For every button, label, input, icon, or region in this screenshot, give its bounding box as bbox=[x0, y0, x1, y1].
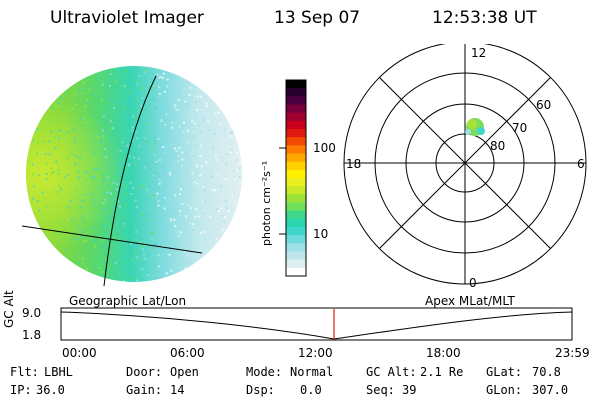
x-tick-1800: 18:00 bbox=[426, 346, 461, 360]
colorbar-cell bbox=[286, 104, 306, 114]
seq-value: 39 bbox=[402, 383, 417, 397]
dsp-value: 0.0 bbox=[300, 383, 322, 397]
colorbar-cell bbox=[286, 218, 306, 228]
x-tick-2359: 23:59 bbox=[555, 346, 590, 360]
colorbar-unit-label: photon cm⁻²s⁻¹ bbox=[262, 161, 273, 246]
date-label: 13 Sep 07 bbox=[274, 8, 361, 28]
glon-label: GLon: bbox=[486, 383, 523, 397]
x-tick-1200: 12:00 bbox=[298, 346, 333, 360]
colorbar-cell bbox=[286, 267, 306, 277]
colorbar-cell bbox=[286, 161, 306, 171]
x-tick-0600: 06:00 bbox=[170, 346, 205, 360]
earth-disk bbox=[26, 66, 242, 282]
seq-label: Seq: bbox=[366, 383, 395, 397]
color-bar: photon cm⁻²s⁻¹ bbox=[262, 79, 307, 277]
colorbar-cell bbox=[286, 194, 306, 203]
colorbar-cell bbox=[286, 178, 306, 187]
mode-value: Normal bbox=[290, 365, 334, 379]
colorbar-cell bbox=[286, 129, 306, 138]
time-label: 12:53:38 UT bbox=[432, 8, 537, 28]
door-label: Door: bbox=[126, 365, 163, 379]
gcalt-label: GC Alt: bbox=[366, 365, 417, 379]
x-tick-0000: 00:00 bbox=[62, 346, 97, 360]
gcalt-value: 2.1 Re bbox=[420, 365, 464, 379]
glat-value: 70.8 bbox=[532, 365, 561, 379]
dsp-label: Dsp: bbox=[246, 383, 275, 397]
colorbar-cell bbox=[286, 259, 306, 269]
earth-uv-image bbox=[21, 66, 242, 287]
colorbar-cell bbox=[286, 153, 306, 163]
lat-label-80: 80 bbox=[490, 139, 506, 153]
mlt-label-12: 12 bbox=[471, 46, 487, 60]
longitude-line bbox=[103, 75, 157, 287]
colorbar-cell bbox=[286, 88, 306, 97]
colorbar-cell bbox=[286, 96, 306, 105]
altitude-curve bbox=[60, 311, 573, 340]
gain-value: 14 bbox=[170, 383, 185, 397]
colorbar-tick-label-10: 10 bbox=[313, 227, 329, 241]
colorbar-cell bbox=[286, 137, 306, 146]
colorbar-cell bbox=[286, 145, 306, 154]
mode-label: Mode: bbox=[246, 365, 283, 379]
y-tick-9: 9.0 bbox=[22, 306, 42, 320]
colorbar-cell bbox=[286, 80, 306, 89]
ip-label: IP: bbox=[10, 383, 32, 397]
colorbar-cell bbox=[286, 202, 306, 212]
y-tick-1-8: 1.8 bbox=[22, 328, 42, 342]
altitude-timeline bbox=[60, 307, 573, 341]
geographic-title: Geographic Lat/Lon bbox=[69, 294, 187, 308]
colorbar-cell bbox=[286, 120, 306, 130]
auroral-spot bbox=[465, 118, 485, 136]
latitude-line bbox=[21, 225, 203, 254]
colorbar-cell bbox=[286, 227, 306, 236]
door-value: Open bbox=[170, 365, 199, 379]
colorbar-cell bbox=[286, 112, 306, 122]
colorbar-cell bbox=[286, 186, 306, 195]
flt-label: Flt: bbox=[10, 365, 39, 379]
polar-mlt-plot bbox=[343, 44, 587, 285]
colorbar-tick-label-100: 100 bbox=[313, 141, 336, 155]
glat-label: GLat: bbox=[486, 365, 523, 379]
gain-label: Gain: bbox=[126, 383, 163, 397]
colorbar-cell bbox=[286, 169, 306, 179]
glon-value: 307.0 bbox=[532, 383, 569, 397]
mlt-label-0: 0 bbox=[469, 276, 477, 290]
colorbar-cell bbox=[286, 251, 306, 261]
instrument-title: Ultraviolet Imager bbox=[50, 8, 204, 28]
mlt-label-6: 6 bbox=[577, 157, 585, 171]
flt-value: LBHL bbox=[44, 365, 73, 379]
lat-label-60: 60 bbox=[536, 98, 552, 112]
mlt-label-18: 18 bbox=[346, 157, 362, 171]
colorbar-cell bbox=[286, 243, 306, 252]
colorbar-cell bbox=[286, 235, 306, 244]
colorbar-cell bbox=[286, 210, 306, 220]
apex-title: Apex MLat/MLT bbox=[425, 294, 515, 308]
ip-value: 36.0 bbox=[36, 383, 65, 397]
lat-label-70: 70 bbox=[512, 121, 528, 135]
polar-diagonal-2 bbox=[379, 77, 551, 249]
